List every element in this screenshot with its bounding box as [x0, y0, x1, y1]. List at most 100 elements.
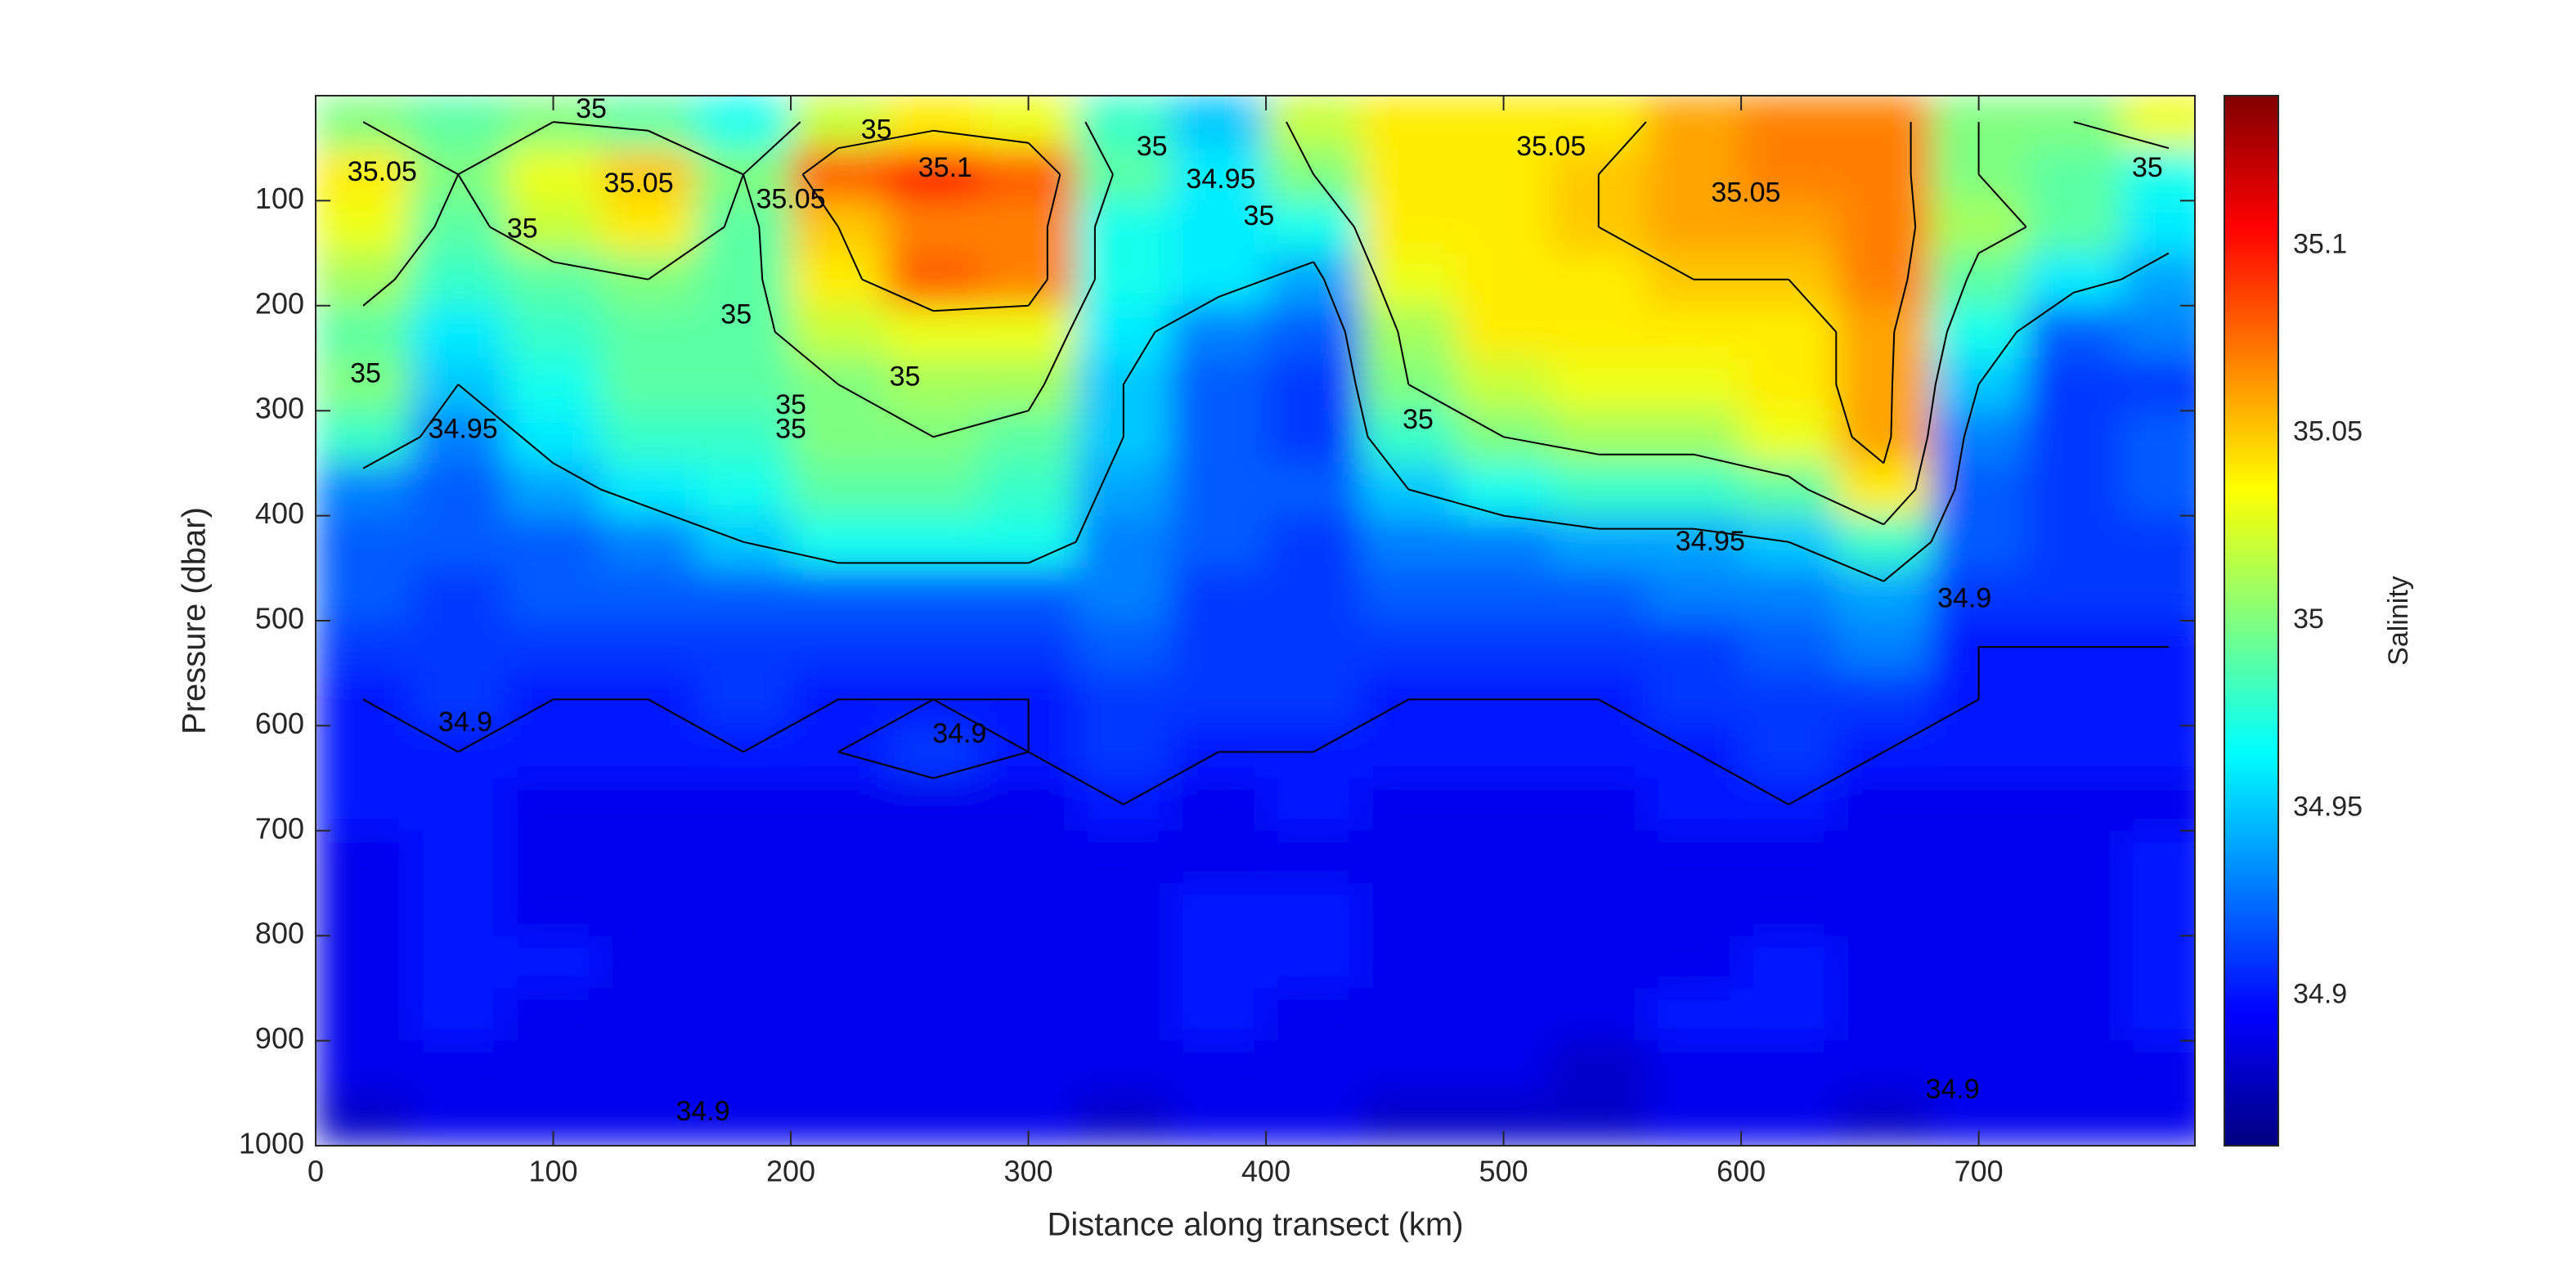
heatmap-cell	[981, 411, 1077, 464]
heatmap-cell	[1836, 411, 1932, 464]
heatmap-cell	[1741, 463, 1837, 517]
heatmap-cell	[981, 305, 1077, 359]
x-tick-label: 200	[766, 1155, 815, 1188]
heatmap-cell	[2120, 96, 2195, 149]
heatmap-cell	[695, 411, 792, 464]
heatmap-cell	[1645, 96, 1742, 149]
heatmap-cell	[1170, 830, 1267, 884]
heatmap-cell	[1456, 778, 1552, 832]
x-tick-label: 700	[1954, 1155, 2004, 1188]
y-tick-label: 1000	[239, 1127, 304, 1160]
heatmap-cell	[1456, 358, 1552, 411]
heatmap-cell	[1075, 936, 1172, 989]
heatmap-cell	[1170, 621, 1267, 674]
heatmap-cell	[1931, 305, 2027, 359]
heatmap-cell	[1266, 883, 1362, 936]
heatmap-cell	[1361, 568, 1456, 622]
heatmap-cell	[316, 883, 411, 936]
y-axis-label: Pressure (dbar)	[177, 507, 213, 734]
heatmap-cell	[791, 778, 886, 832]
heatmap-cell	[316, 148, 411, 201]
heatmap-cell	[1456, 568, 1552, 622]
contour-label: 34.9	[438, 707, 492, 738]
heatmap-cell	[316, 358, 411, 411]
heatmap-cell	[316, 725, 411, 779]
heatmap-cell	[1075, 515, 1172, 569]
heatmap-cell	[1361, 883, 1456, 936]
heatmap-cell	[1836, 358, 1932, 411]
contour-label: 35.05	[756, 183, 825, 214]
heatmap-cell	[1075, 200, 1172, 254]
heatmap-cell	[886, 96, 981, 149]
heatmap-cell	[695, 778, 792, 832]
heatmap-cell	[791, 621, 886, 674]
heatmap-cell	[1170, 936, 1267, 989]
heatmap-cell	[1836, 253, 1932, 307]
heatmap-cell	[600, 936, 697, 989]
contour-label: 35	[1243, 200, 1274, 231]
heatmap-cell	[316, 936, 411, 989]
heatmap-cell	[1075, 1040, 1172, 1094]
heatmap-cell	[1456, 936, 1552, 989]
heatmap-cell	[600, 830, 697, 884]
x-tick-label: 600	[1717, 1155, 1766, 1188]
heatmap-cell	[1645, 1040, 1742, 1094]
heatmap-cell	[1075, 883, 1172, 936]
heatmap-cell	[1361, 305, 1456, 359]
heatmap-cell	[1266, 621, 1362, 674]
heatmap-cell	[1836, 621, 1932, 674]
heatmap-cell	[600, 621, 697, 674]
heatmap-cell	[1361, 1093, 1456, 1146]
heatmap-cell	[1836, 148, 1932, 201]
heatmap-cell	[316, 515, 411, 569]
heatmap-cell	[1456, 200, 1552, 254]
x-tick-label: 500	[1479, 1155, 1528, 1188]
heatmap-cell	[1361, 936, 1456, 989]
x-tick-label: 0	[307, 1155, 324, 1188]
contour-label: 35	[861, 114, 892, 146]
heatmap-cell	[2120, 988, 2195, 1042]
heatmap-cell	[791, 515, 886, 569]
heatmap-cell	[2026, 936, 2122, 989]
heatmap-cell	[411, 830, 506, 884]
heatmap-cell	[886, 830, 981, 884]
heatmap-cell	[1836, 305, 1932, 359]
heatmap-cell	[2120, 673, 2195, 726]
heatmap-cell	[1741, 200, 1837, 254]
heatmap-cell	[1456, 148, 1552, 201]
heatmap-cell	[1741, 1040, 1837, 1094]
contour-label: 34.95	[1676, 526, 1745, 557]
heatmap-cell	[1551, 1093, 1647, 1146]
heatmap-cell	[1931, 463, 2027, 517]
heatmap-cell	[2026, 1040, 2122, 1094]
heatmap-cell	[1836, 1040, 1932, 1094]
heatmap-cell	[791, 463, 886, 517]
contour-line	[362, 121, 2170, 526]
heatmap-cell	[411, 1093, 506, 1146]
heatmap-cell	[1170, 883, 1267, 936]
heatmap-cell	[2120, 463, 2195, 517]
contour-label: 35.05	[348, 156, 417, 187]
heatmap-cell	[695, 621, 792, 674]
heatmap-cell	[1645, 988, 1742, 1042]
heatmap-cell	[1551, 1040, 1647, 1094]
heatmap-cell	[1551, 883, 1647, 936]
heatmap-cell	[411, 305, 506, 359]
contour-label: 35.05	[604, 168, 674, 199]
heatmap-cell	[2026, 515, 2122, 569]
heatmap-cell	[2026, 148, 2122, 201]
heatmap-cell	[2120, 411, 2195, 464]
heatmap-cell	[1075, 253, 1172, 307]
heatmap-cell	[1551, 253, 1647, 307]
y-tick-label: 400	[255, 496, 304, 530]
heatmap-cell	[1931, 830, 2027, 884]
heatmap-cell	[1645, 830, 1742, 884]
heatmap-cell	[1266, 568, 1362, 622]
heatmap-cell	[1456, 515, 1552, 569]
heatmap-cell	[2120, 200, 2195, 254]
contour-label: 35.1	[918, 152, 972, 183]
heatmap-cell	[600, 200, 697, 254]
heatmap-cell	[600, 988, 697, 1042]
heatmap-cell	[1645, 463, 1742, 517]
heatmap-cell	[886, 988, 981, 1042]
